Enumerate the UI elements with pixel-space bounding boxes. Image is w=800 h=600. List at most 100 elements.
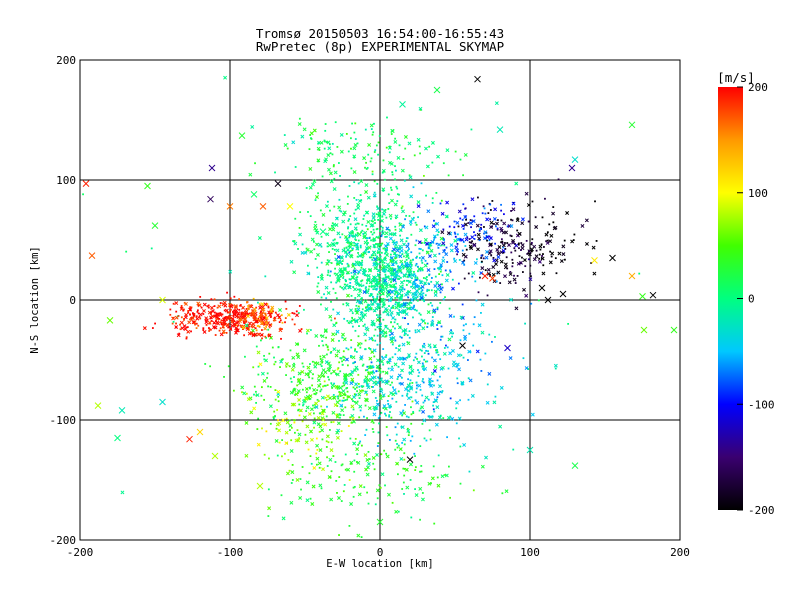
x-marker bbox=[171, 316, 176, 321]
x-marker bbox=[303, 250, 308, 255]
data-point bbox=[240, 311, 243, 314]
x-marker bbox=[520, 221, 525, 226]
data-point bbox=[205, 319, 207, 322]
data-point bbox=[223, 375, 225, 378]
data-point bbox=[394, 165, 396, 168]
data-point bbox=[486, 383, 489, 386]
x-marker bbox=[358, 404, 363, 409]
x-marker bbox=[357, 198, 362, 203]
data-point bbox=[410, 285, 413, 288]
data-point bbox=[358, 385, 361, 388]
data-point bbox=[376, 298, 379, 301]
data-point bbox=[497, 543, 499, 545]
data-point bbox=[319, 355, 322, 358]
data-point bbox=[293, 376, 295, 378]
data-point bbox=[451, 278, 454, 281]
data-point bbox=[370, 239, 372, 242]
data-point bbox=[348, 185, 351, 187]
x-marker bbox=[380, 218, 384, 223]
data-point bbox=[390, 281, 392, 283]
data-point bbox=[432, 401, 435, 404]
data-point bbox=[322, 223, 324, 226]
data-point bbox=[415, 223, 418, 226]
data-point bbox=[469, 351, 472, 353]
data-point bbox=[401, 316, 404, 319]
x-marker bbox=[259, 332, 264, 337]
data-point bbox=[362, 251, 365, 254]
data-point bbox=[394, 301, 397, 304]
data-point bbox=[365, 224, 368, 227]
x-marker bbox=[289, 500, 294, 505]
data-point bbox=[341, 260, 344, 262]
data-point bbox=[357, 373, 360, 376]
x-marker bbox=[396, 311, 400, 316]
data-point bbox=[446, 346, 449, 349]
x-marker bbox=[341, 392, 346, 397]
data-point bbox=[462, 356, 465, 359]
data-point bbox=[424, 360, 427, 363]
x-marker bbox=[309, 407, 314, 412]
x-marker bbox=[339, 149, 344, 154]
x-marker bbox=[315, 230, 320, 235]
x-marker bbox=[323, 159, 328, 164]
data-point bbox=[420, 290, 423, 293]
data-point bbox=[352, 386, 355, 389]
data-point bbox=[397, 265, 399, 268]
x-marker bbox=[344, 380, 349, 385]
x-marker bbox=[291, 140, 296, 145]
data-point bbox=[288, 429, 291, 431]
data-point bbox=[225, 331, 228, 334]
data-point bbox=[374, 254, 377, 257]
data-point bbox=[411, 277, 413, 280]
x-marker bbox=[476, 232, 481, 237]
x-marker bbox=[350, 413, 355, 418]
data-point bbox=[372, 295, 374, 298]
data-point bbox=[374, 397, 377, 399]
data-point bbox=[311, 384, 314, 387]
x-marker bbox=[413, 291, 418, 296]
data-point bbox=[263, 453, 266, 456]
data-point bbox=[430, 482, 432, 485]
data-point bbox=[321, 372, 323, 374]
x-marker bbox=[335, 260, 340, 264]
data-point bbox=[396, 422, 399, 425]
data-point bbox=[401, 376, 403, 379]
data-point bbox=[293, 323, 296, 326]
data-point bbox=[378, 230, 381, 232]
data-point bbox=[427, 246, 430, 249]
x-marker bbox=[448, 330, 453, 335]
x-marker bbox=[427, 381, 432, 386]
x-marker bbox=[514, 181, 519, 186]
data-point bbox=[376, 243, 379, 245]
data-point bbox=[380, 235, 383, 238]
data-point bbox=[240, 313, 243, 315]
data-point bbox=[399, 276, 402, 279]
data-point bbox=[310, 138, 313, 140]
data-point bbox=[260, 386, 263, 389]
x-marker bbox=[284, 362, 289, 366]
data-point bbox=[347, 226, 350, 229]
data-point bbox=[368, 237, 371, 240]
data-point bbox=[410, 233, 413, 236]
x-marker bbox=[440, 230, 445, 235]
data-point bbox=[427, 350, 429, 353]
x-marker bbox=[462, 442, 467, 447]
x-marker bbox=[244, 323, 249, 328]
data-point bbox=[409, 379, 412, 382]
data-point bbox=[372, 462, 375, 465]
data-point bbox=[238, 308, 241, 311]
data-point bbox=[406, 279, 408, 282]
data-point bbox=[343, 384, 346, 387]
data-point bbox=[361, 259, 364, 262]
data-point bbox=[254, 310, 257, 312]
data-point bbox=[347, 425, 350, 427]
data-point bbox=[379, 294, 382, 296]
data-point bbox=[427, 243, 430, 246]
x-marker bbox=[421, 326, 426, 331]
data-point bbox=[354, 208, 357, 211]
data-point bbox=[273, 410, 276, 413]
data-point bbox=[300, 328, 303, 330]
data-point bbox=[154, 322, 156, 325]
data-point bbox=[346, 202, 349, 205]
data-point bbox=[247, 307, 249, 310]
